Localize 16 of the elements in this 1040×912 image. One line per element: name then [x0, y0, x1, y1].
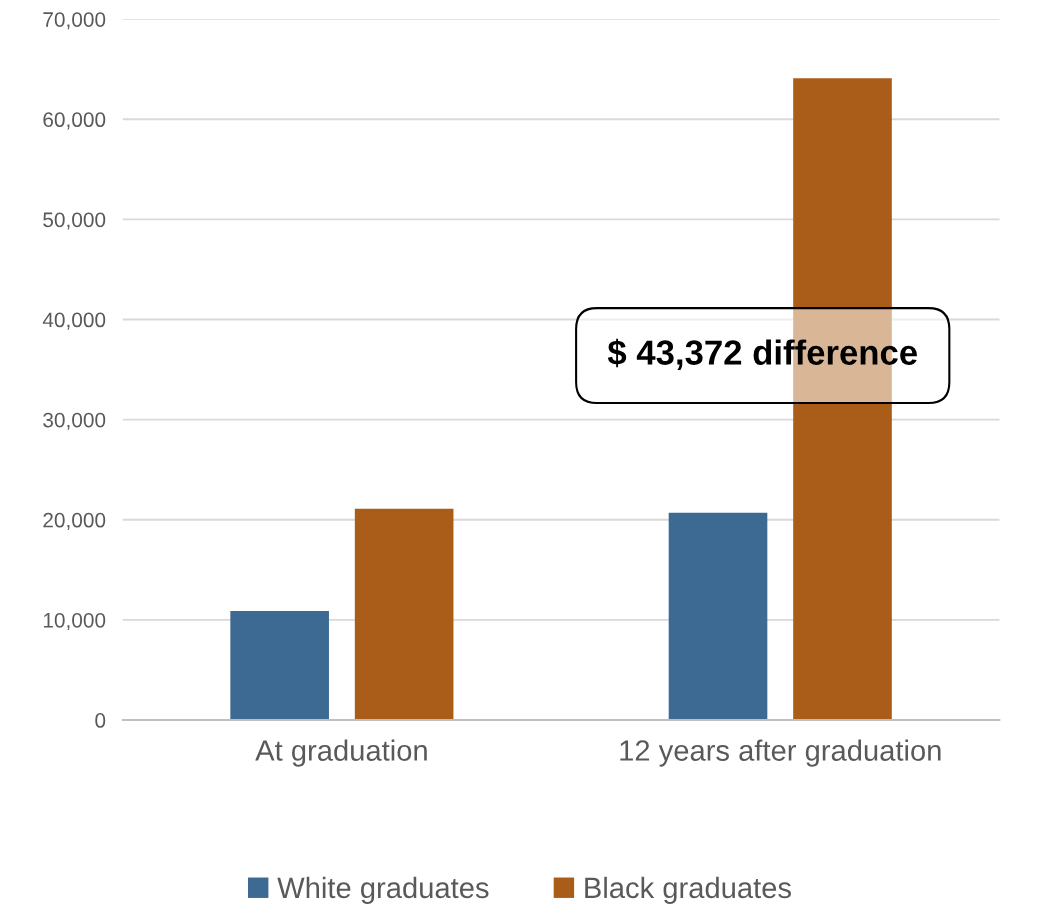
- bar: [668, 512, 768, 721]
- y-tick-label: 70,000: [43, 12, 106, 30]
- legend-label: Black graduates: [585, 876, 791, 904]
- bar: [230, 610, 329, 721]
- y-tick-label: 0: [95, 713, 106, 728]
- bar: [354, 508, 454, 721]
- y-tick-label: 40,000: [42, 312, 106, 330]
- x-tick-label: 12 years after graduation: [620, 739, 941, 767]
- x-tick-label: At graduation: [255, 739, 427, 767]
- annotation: $ 43,372 difference: [607, 338, 917, 370]
- y-tick-label: 50,000: [43, 212, 106, 230]
- y-tick-label: 20,000: [43, 512, 106, 530]
- y-tick-label: 60,000: [43, 112, 106, 130]
- y-tick-label: 10,000: [43, 612, 106, 631]
- y-tick-label: 30,000: [43, 412, 106, 430]
- legend-label: White graduates: [277, 876, 489, 904]
